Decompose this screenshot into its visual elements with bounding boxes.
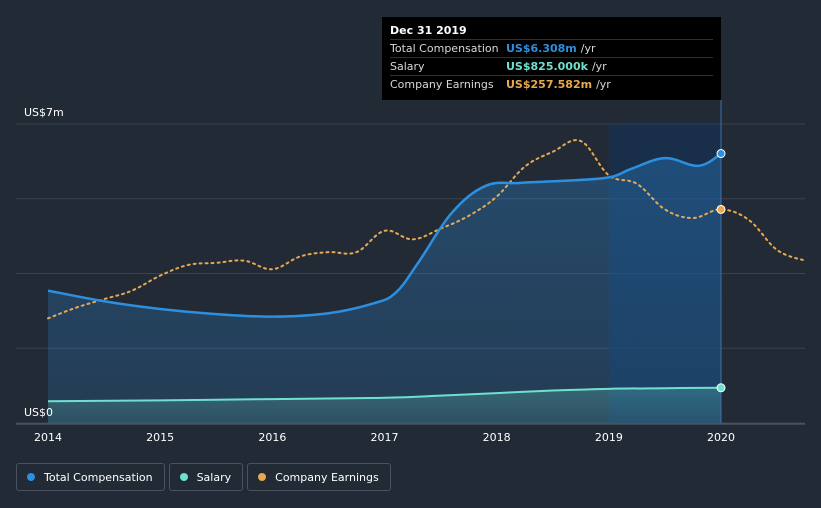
legend-salary-label: Salary: [196, 470, 232, 484]
salary-area: [48, 387, 721, 423]
total-compensation-area: [48, 153, 721, 423]
total-compensation-marker: [716, 149, 726, 159]
legend-earnings-label: Company Earnings: [275, 470, 379, 484]
tooltip-earnings-value: US$257.582m: [506, 78, 593, 91]
x-tick-label: 2015: [146, 431, 174, 444]
salary-marker: [716, 383, 726, 393]
axis-layer: 2014 2015 2016 2017 2018 2019 2020 US$7m US$0: [24, 106, 735, 444]
tooltip-salary-label: Salary: [390, 60, 425, 73]
legend-company-earnings[interactable]: Company Earnings: [247, 463, 391, 491]
legend-total-label: Total Compensation: [44, 470, 153, 484]
tooltip-row-salary: Salary US$825.000k /yr: [390, 57, 713, 75]
tooltip-total-value: US$6.308m: [506, 42, 577, 55]
x-tick-label: 2017: [371, 431, 399, 444]
x-tick-label: 2016: [258, 431, 286, 444]
tooltip-salary-value: US$825.000k: [506, 60, 588, 73]
x-tick-label: 2018: [483, 431, 511, 444]
tooltip-total-label: Total Compensation: [390, 42, 499, 55]
legend-salary-dot-icon: [179, 473, 188, 481]
tooltip-row-earnings: Company Earnings US$257.582m /yr: [390, 75, 713, 93]
tooltip-earnings-label: Company Earnings: [390, 78, 494, 91]
tooltip-title: Dec 31 2019: [390, 24, 467, 37]
tooltip-total-unit: /yr: [580, 42, 596, 55]
y-tick-label: US$0: [24, 406, 53, 419]
company-earnings-line: [47, 139, 807, 320]
x-tick-label: 2014: [34, 431, 62, 444]
line-layer: [47, 139, 807, 403]
legend-salary[interactable]: Salary: [168, 463, 244, 491]
tooltip-earnings-unit: /yr: [596, 78, 611, 91]
legend-earnings-dot-icon: [258, 473, 267, 481]
marker-layer: [716, 149, 726, 393]
legend: Total Compensation Salary Company Earnin…: [16, 463, 391, 491]
y-tick-label: US$7m: [24, 106, 64, 119]
x-tick-label: 2020: [707, 431, 735, 444]
tooltip-salary-unit: /yr: [591, 60, 607, 73]
legend-total-dot-icon: [27, 473, 35, 481]
tooltip-row-total: Total Compensation US$6.308m /yr: [390, 39, 713, 57]
company-earnings-marker: [716, 204, 726, 214]
x-tick-label: 2019: [595, 431, 623, 444]
total-compensation-line: [47, 152, 722, 318]
tooltip: Dec 31 2019 Total Compensation US$6.308m…: [382, 17, 721, 100]
area-layer: [48, 153, 721, 423]
salary-line: [47, 386, 722, 403]
legend-total-compensation[interactable]: Total Compensation: [16, 463, 165, 491]
